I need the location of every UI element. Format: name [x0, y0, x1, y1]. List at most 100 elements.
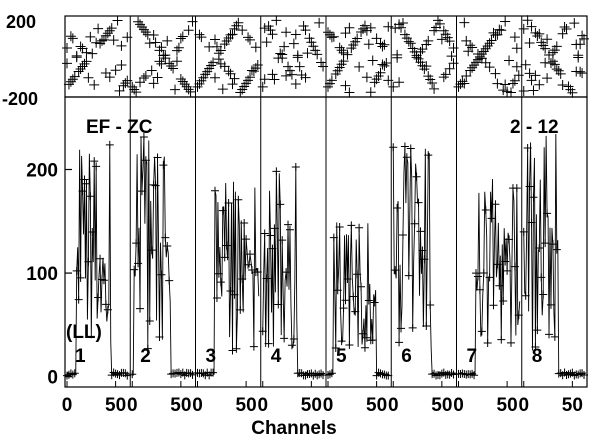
phase-point — [365, 87, 376, 98]
amplitude-point — [477, 327, 486, 336]
phase-point — [444, 63, 455, 74]
phase-point — [471, 57, 481, 68]
amplitude-point — [374, 368, 383, 377]
x-tick-label: 0 — [62, 395, 73, 416]
phase-point — [263, 21, 274, 32]
amplitude-point — [495, 281, 504, 290]
phase-point — [237, 25, 248, 36]
phase-point — [225, 29, 236, 40]
phase-point — [569, 18, 580, 29]
amplitude-point — [468, 369, 477, 378]
amplitude-point — [232, 344, 241, 353]
phase-point — [522, 15, 533, 26]
amplitude-point — [329, 233, 338, 242]
amplitude-point — [355, 223, 364, 232]
phase-point — [146, 65, 157, 76]
phase-point — [175, 33, 186, 44]
phase-point — [73, 66, 84, 77]
amplitude-point — [481, 206, 490, 215]
x-tick-label: 0 — [127, 395, 138, 416]
phase-point — [557, 79, 568, 90]
phase-point — [504, 55, 515, 66]
phase-point — [542, 73, 553, 84]
phase-point — [421, 61, 432, 72]
phase-point — [71, 50, 82, 61]
phase-point — [183, 84, 194, 95]
amplitude-point — [353, 270, 362, 279]
amplitude-point — [280, 334, 289, 343]
amplitude-series-line — [262, 166, 325, 377]
phase-point — [334, 42, 345, 53]
amplitude-point — [503, 266, 512, 275]
amplitude-point — [533, 326, 542, 335]
amplitude-point — [527, 218, 536, 227]
phase-point — [152, 72, 163, 83]
phase-point — [415, 46, 426, 57]
amplitude-point — [238, 275, 247, 284]
amplitude-point — [111, 369, 120, 378]
phase-point — [492, 29, 503, 40]
phase-point — [547, 47, 558, 58]
phase-point — [227, 29, 238, 40]
phase-point — [575, 39, 586, 50]
amplitude-point — [96, 254, 105, 263]
x-tick-label: 50 — [236, 395, 257, 416]
amplitude-point — [570, 371, 579, 380]
phase-point — [85, 31, 96, 42]
phase-point — [457, 76, 468, 87]
phase-point — [448, 58, 459, 69]
phase-point — [194, 29, 205, 40]
phase-point — [292, 52, 303, 63]
phase-point — [286, 69, 297, 80]
x-tick-label: 0 — [388, 395, 399, 416]
phase-point — [290, 79, 301, 90]
phase-point — [77, 61, 88, 72]
chart-subtitle: 2 - 12 — [510, 117, 559, 138]
phase-point — [465, 40, 476, 51]
phase-point — [275, 48, 286, 59]
phase-point — [259, 74, 270, 85]
amplitude-point — [99, 276, 108, 285]
amplitude-point — [74, 295, 83, 304]
amplitude-point — [249, 342, 258, 351]
phase-point — [363, 39, 374, 50]
phase-point — [200, 69, 211, 80]
phase-point — [361, 72, 372, 83]
phase-point — [259, 23, 270, 34]
amplitude-point — [289, 334, 298, 343]
phase-point — [342, 49, 353, 60]
phase-point — [502, 86, 513, 97]
phase-point — [215, 58, 226, 69]
phase-point — [397, 17, 408, 28]
x-tick-label: 50 — [562, 395, 583, 416]
phase-point — [104, 25, 115, 36]
amplitude-point — [391, 266, 400, 275]
phase-point — [290, 29, 301, 40]
amplitude-point — [343, 274, 352, 283]
x-tick-label: 50 — [366, 395, 387, 416]
amplitude-point — [393, 203, 402, 212]
phase-point — [405, 38, 416, 49]
phase-point — [219, 61, 230, 72]
amplitude-point — [214, 269, 223, 278]
amplitude-point — [580, 371, 589, 380]
subpanel-label: 8 — [532, 346, 543, 367]
phase-point — [110, 65, 121, 76]
amplitude-point — [418, 246, 427, 255]
amplitude-point — [400, 142, 409, 151]
amplitude-point — [347, 221, 356, 230]
amplitude-point — [260, 229, 269, 238]
phase-point — [465, 65, 476, 76]
amplitude-point — [349, 292, 358, 301]
amplitude-point — [493, 260, 502, 269]
subpanel-label: 4 — [271, 346, 282, 367]
phase-point — [403, 36, 414, 47]
amplitude-point — [337, 337, 346, 346]
phase-point — [162, 35, 173, 46]
phase-point — [106, 23, 117, 34]
amplitude-point — [94, 293, 103, 302]
amplitude-point — [80, 175, 89, 184]
phase-point — [284, 65, 295, 76]
amplitude-point — [389, 143, 398, 152]
amplitude-point — [246, 250, 254, 259]
